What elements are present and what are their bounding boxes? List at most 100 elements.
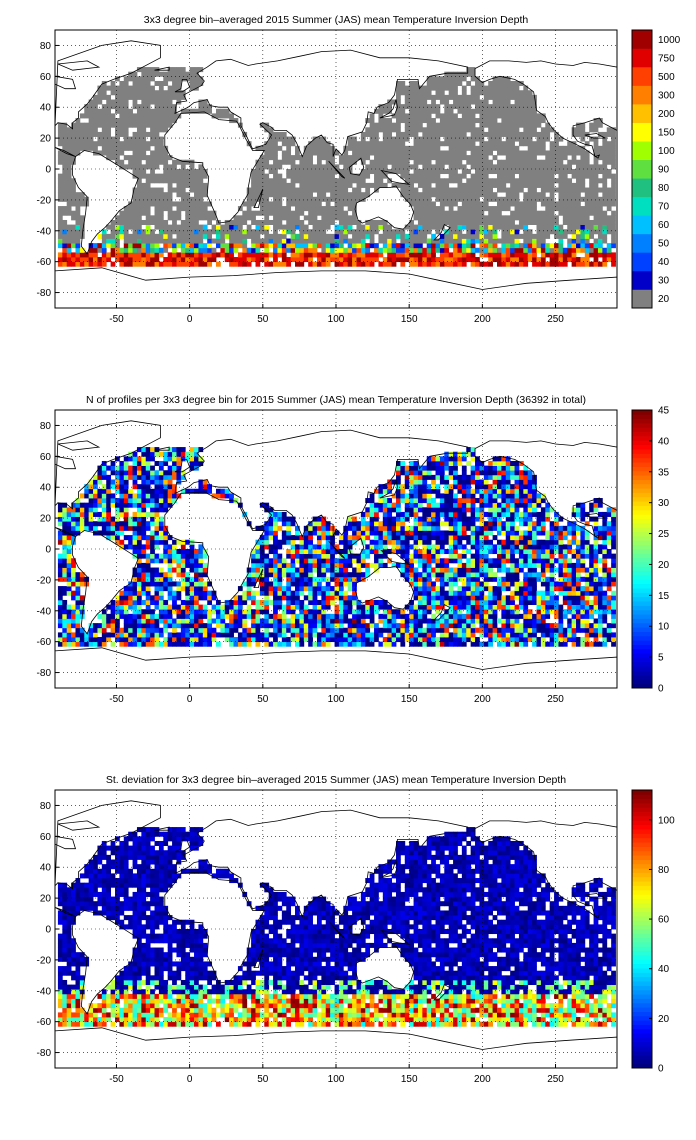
data-bin xyxy=(220,247,226,253)
data-bin xyxy=(510,261,515,267)
data-bin xyxy=(154,627,160,633)
data-bin xyxy=(71,623,76,629)
data-bin xyxy=(176,553,182,559)
data-bin xyxy=(145,261,151,267)
data-bin xyxy=(409,257,414,263)
data-bin xyxy=(198,618,204,624)
data-bin xyxy=(523,182,529,188)
data-bin xyxy=(281,604,287,610)
data-bin xyxy=(492,164,498,170)
data-bin xyxy=(264,229,270,235)
data-bin xyxy=(334,233,340,239)
data-bin xyxy=(185,243,191,249)
data-bin xyxy=(167,215,173,221)
data-bin xyxy=(246,613,252,619)
data-bin xyxy=(277,525,283,531)
data-bin xyxy=(448,122,454,128)
data-bin xyxy=(224,224,230,230)
data-bin xyxy=(189,558,195,564)
data-bin xyxy=(374,252,379,258)
data-bin xyxy=(123,99,129,105)
data-bin xyxy=(584,243,590,249)
data-bin xyxy=(466,178,472,184)
data-bin xyxy=(132,618,138,624)
data-bin xyxy=(277,539,283,545)
data-bin xyxy=(180,169,186,175)
data-bin xyxy=(431,169,436,175)
data-bin xyxy=(57,178,63,184)
data-bin xyxy=(338,182,344,188)
data-bin xyxy=(101,627,107,633)
data-bin xyxy=(106,637,112,643)
data-bin xyxy=(255,229,261,235)
data-bin xyxy=(97,257,103,263)
data-bin xyxy=(273,178,278,184)
data-bin xyxy=(255,210,261,216)
data-bin xyxy=(224,493,230,499)
data-bin xyxy=(580,178,586,184)
data-bin xyxy=(158,484,164,490)
data-bin xyxy=(584,164,590,170)
data-bin xyxy=(273,637,278,643)
data-bin xyxy=(264,553,270,559)
data-bin xyxy=(426,113,432,119)
data-bin xyxy=(532,261,537,267)
data-bin xyxy=(176,169,182,175)
data-bin xyxy=(316,525,322,531)
data-bin xyxy=(549,127,555,133)
data-bin xyxy=(413,145,419,151)
data-bin xyxy=(321,567,327,573)
data-bin xyxy=(110,627,116,633)
data-bin xyxy=(409,192,414,198)
data-bin xyxy=(483,229,489,235)
data-bin xyxy=(338,159,344,165)
data-bin xyxy=(229,609,234,615)
data-bin xyxy=(154,581,160,587)
data-bin xyxy=(378,178,384,184)
data-bin xyxy=(523,159,529,165)
data-bin xyxy=(475,247,480,253)
data-bin xyxy=(246,572,252,578)
data-bin xyxy=(545,247,551,253)
data-bin xyxy=(281,238,287,244)
data-bin xyxy=(295,238,300,244)
data-bin xyxy=(483,145,489,151)
data-bin xyxy=(259,201,265,207)
coastline xyxy=(584,133,606,139)
data-bin xyxy=(150,451,155,457)
data-bin xyxy=(185,182,191,188)
data-bin xyxy=(154,507,160,513)
data-bin xyxy=(330,257,335,263)
data-bin xyxy=(71,632,76,638)
data-bin xyxy=(264,187,270,193)
data-bin xyxy=(303,169,309,175)
data-bin xyxy=(584,233,590,239)
data-bin xyxy=(251,572,256,578)
gridlines xyxy=(55,30,617,308)
data-bin xyxy=(496,141,502,147)
data-bin xyxy=(417,215,423,221)
data-bin xyxy=(172,201,177,207)
data-bin xyxy=(150,613,155,619)
data-bin xyxy=(97,479,103,485)
data-bin xyxy=(259,210,265,216)
data-bin xyxy=(62,632,68,638)
data-bin xyxy=(281,261,287,267)
data-bin xyxy=(312,521,318,527)
data-bin xyxy=(202,484,208,490)
data-bin xyxy=(71,252,76,258)
data-bin xyxy=(189,85,195,91)
data-bin xyxy=(106,474,112,480)
data-bin xyxy=(71,136,76,142)
data-bin xyxy=(150,465,155,471)
data-bin xyxy=(194,201,199,207)
data-bin xyxy=(207,229,212,235)
data-bin xyxy=(215,618,221,624)
data-bin xyxy=(527,122,533,128)
data-bin xyxy=(123,122,129,128)
data-bin xyxy=(88,493,94,499)
data-bin xyxy=(431,257,436,263)
data-bin xyxy=(167,576,173,582)
data-bin xyxy=(518,94,524,100)
data-bin xyxy=(325,196,331,202)
